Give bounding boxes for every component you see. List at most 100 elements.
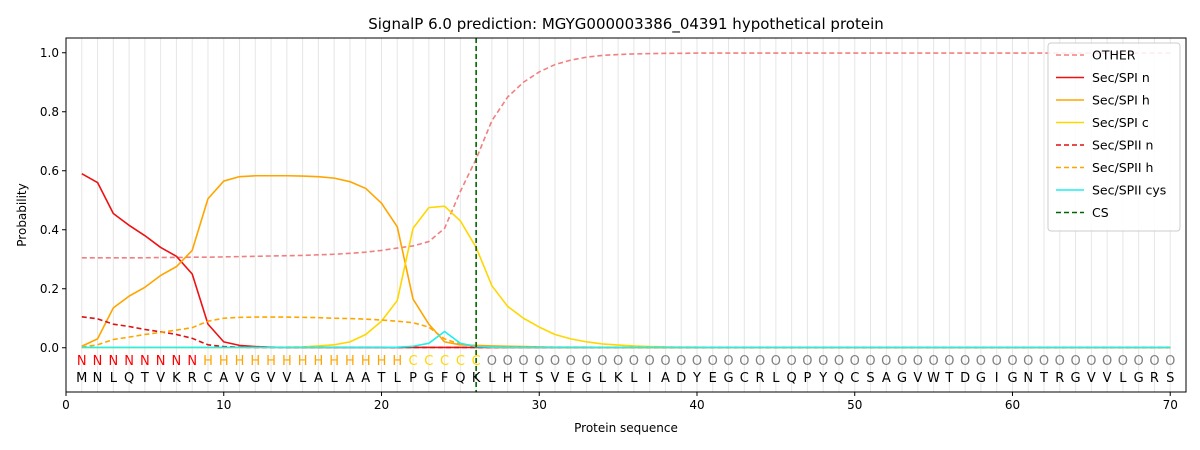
region-label-48: O	[818, 354, 828, 369]
residue-label-21: L	[394, 371, 402, 386]
residue-label-24: F	[441, 371, 448, 386]
x-axis-label: Protein sequence	[574, 421, 678, 435]
residue-label-16: A	[314, 371, 323, 386]
y-tick-label-3: 0.6	[40, 164, 59, 178]
region-label-37: O	[645, 354, 655, 369]
region-label-45: O	[771, 354, 781, 369]
chart-title: SignalP 6.0 prediction: MGYG000003386_04…	[368, 15, 884, 34]
residue-label-48: Y	[818, 371, 827, 386]
region-label-46: O	[787, 354, 797, 369]
series-line-other	[81, 52, 1171, 259]
region-label-22: C	[409, 354, 418, 369]
residue-label-23: G	[424, 371, 434, 386]
residue-label-12: G	[250, 371, 260, 386]
region-label-52: O	[881, 354, 891, 369]
region-label-31: O	[550, 354, 560, 369]
region-label-40: O	[692, 354, 702, 369]
residue-label-19: A	[361, 371, 370, 386]
residue-label-49: Q	[834, 371, 844, 386]
region-label-29: O	[518, 354, 528, 369]
legend-box	[1047, 42, 1181, 232]
residue-label-33: G	[582, 371, 592, 386]
region-label-1: N	[77, 354, 87, 369]
residue-label-52: A	[882, 371, 891, 386]
residue-label-27: L	[488, 371, 496, 386]
region-label-49: O	[834, 354, 844, 369]
y-axis-label: Probability	[15, 183, 29, 246]
residue-label-26: K	[472, 371, 481, 386]
region-label-10: H	[219, 354, 229, 369]
residue-label-7: K	[172, 371, 181, 386]
series-layer	[81, 52, 1171, 349]
residue-label-59: I	[995, 371, 999, 386]
residue-label-42: G	[723, 371, 733, 386]
residue-label-55: W	[927, 371, 940, 386]
region-label-36: O	[629, 354, 639, 369]
y-tick-label-0: 0.0	[40, 341, 59, 355]
x-tick-label-10: 10	[216, 398, 231, 412]
residue-label-62: T	[1039, 371, 1048, 386]
residue-label-65: V	[1087, 371, 1096, 386]
residue-label-29: T	[518, 371, 527, 386]
region-label-66: O	[1102, 354, 1112, 369]
region-label-70: O	[1165, 354, 1175, 369]
region-label-61: O	[1023, 354, 1033, 369]
region-label-64: O	[1070, 354, 1080, 369]
x-tick-label-50: 50	[847, 398, 862, 412]
region-label-26: C	[472, 354, 481, 369]
region-label-33: O	[581, 354, 591, 369]
region-label-67: O	[1118, 354, 1128, 369]
region-label-56: O	[944, 354, 954, 369]
region-label-28: O	[503, 354, 513, 369]
region-label-8: N	[187, 354, 197, 369]
region-label-19: H	[361, 354, 371, 369]
residue-label-18: A	[345, 371, 354, 386]
legend-label-other: OTHER	[1092, 48, 1136, 63]
region-label-41: O	[708, 354, 718, 369]
region-label-55: O	[928, 354, 938, 369]
y-tick-label-4: 0.8	[40, 105, 59, 119]
residue-label-20: T	[377, 371, 386, 386]
residue-label-34: L	[599, 371, 607, 386]
region-label-50: O	[850, 354, 860, 369]
residue-label-58: G	[976, 371, 986, 386]
residue-label-4: Q	[124, 371, 134, 386]
residue-label-50: C	[850, 371, 859, 386]
residue-label-11: V	[235, 371, 244, 386]
residue-label-56: T	[944, 371, 953, 386]
residue-label-30: S	[535, 371, 543, 386]
residue-label-67: L	[1119, 371, 1127, 386]
region-label-18: H	[345, 354, 355, 369]
legend: OTHER Sec/SPI n Sec/SPI h Sec/SPI c Sec/SPII…	[1047, 42, 1181, 232]
legend-label-sec-spii-n: Sec/SPII n	[1092, 138, 1153, 153]
legend-label-sec-spi-c: Sec/SPI c	[1092, 115, 1149, 130]
grid-layer	[81, 38, 1171, 392]
residue-label-68: G	[1134, 371, 1144, 386]
region-label-13: H	[266, 354, 276, 369]
legend-label-sec-spii-h: Sec/SPII h	[1092, 160, 1153, 175]
residue-label-45: L	[772, 371, 780, 386]
region-label-4: N	[124, 354, 134, 369]
region-label-44: O	[755, 354, 765, 369]
residue-label-35: K	[614, 371, 623, 386]
region-label-34: O	[597, 354, 607, 369]
region-label-21: H	[392, 354, 402, 369]
region-label-58: O	[976, 354, 986, 369]
y-tick-label-5: 1.0	[40, 46, 59, 60]
residue-label-60: G	[1007, 371, 1017, 386]
x-tick-label-0: 0	[62, 398, 70, 412]
residue-label-53: G	[897, 371, 907, 386]
region-label-23: C	[424, 354, 433, 369]
region-label-54: O	[913, 354, 923, 369]
region-label-30: O	[534, 354, 544, 369]
residue-label-25: Q	[455, 371, 465, 386]
x-tick-label-30: 30	[532, 398, 547, 412]
region-label-9: H	[203, 354, 213, 369]
x-tick-label-60: 60	[1005, 398, 1020, 412]
region-label-17: H	[329, 354, 339, 369]
region-label-63: O	[1055, 354, 1065, 369]
region-label-20: H	[377, 354, 387, 369]
residue-label-8: R	[188, 371, 197, 386]
region-label-38: O	[660, 354, 670, 369]
region-label-43: O	[739, 354, 749, 369]
